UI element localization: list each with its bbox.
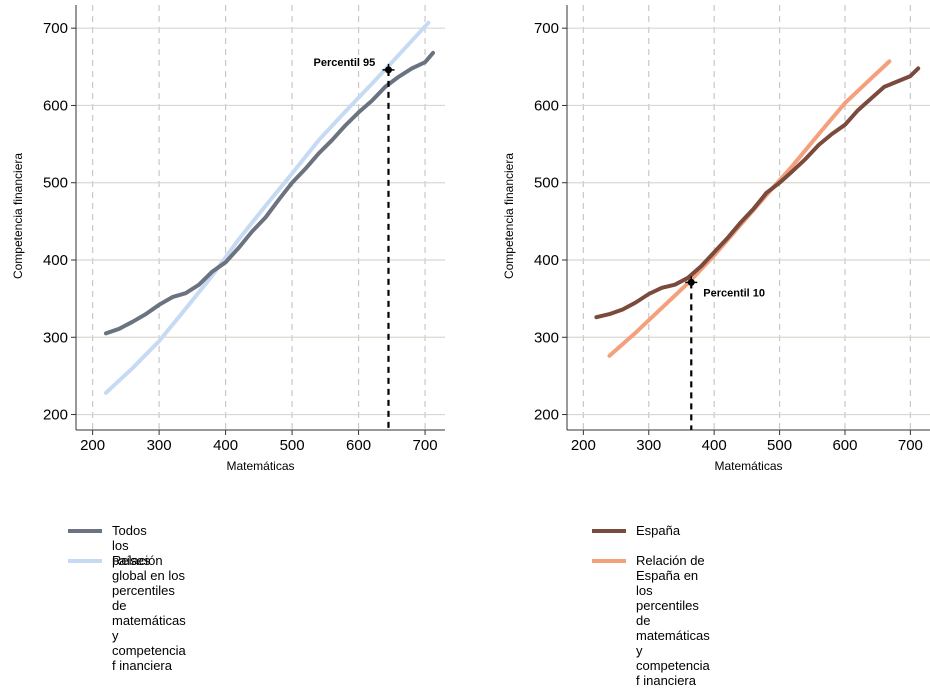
x-tick-label: 600 — [346, 437, 371, 454]
series-line-global — [103, 20, 431, 395]
y-tick-label: 300 — [534, 329, 559, 346]
x-axis-title: Matemáticas — [226, 459, 294, 473]
x-tick-label: 400 — [702, 437, 727, 454]
y-tick-label: 400 — [43, 252, 68, 269]
figure: 200 300 400 500 600 700 200 300 400 500 600 700 Mate… — [11, 5, 930, 473]
y-tick-label: 400 — [534, 252, 559, 269]
series-line-todos — [103, 50, 435, 336]
chart-right-panel: 200 300 400 500 600 700 200 300 400 500 600 700 Mate… — [502, 5, 930, 473]
y-axis-title: Competencia financiera — [11, 153, 25, 279]
x-axis-title: Matemáticas — [714, 459, 782, 473]
y-tick-label: 600 — [534, 97, 559, 114]
x-tick-label: 500 — [280, 437, 305, 454]
x-tick-label: 300 — [636, 437, 661, 454]
legend-swatch-global — [68, 559, 102, 563]
x-tick-label: 200 — [571, 437, 596, 454]
y-tick-label: 600 — [43, 97, 68, 114]
annotation-label: Percentil 10 — [703, 287, 765, 299]
y-tick-label: 500 — [534, 175, 559, 192]
x-tick-label: 700 — [413, 437, 438, 454]
y-tick-label: 700 — [43, 20, 68, 37]
y-tick-label: 700 — [534, 20, 559, 37]
x-tick-label: 300 — [147, 437, 172, 454]
legend-label-global: Relación global en los percentiles de ma… — [112, 553, 186, 673]
legend-swatch-todos — [68, 529, 102, 533]
y-axis-title: Competencia financiera — [502, 153, 516, 279]
legend-label-espana-rel: Relación de España en los percentiles de… — [636, 553, 710, 688]
legend-label-todos: Todos los países — [112, 523, 151, 568]
legend-swatch-espana-rel — [592, 559, 626, 563]
x-tick-label: 200 — [80, 437, 105, 454]
x-tick-label: 500 — [767, 437, 792, 454]
series-line-espana — [594, 66, 921, 320]
x-tick-label: 700 — [898, 437, 923, 454]
y-tick-label: 300 — [43, 329, 68, 346]
annotation-label: Percentil 95 — [313, 57, 375, 69]
chart-left-panel: 200 300 400 500 600 700 200 300 400 500 600 700 Mate… — [11, 5, 445, 473]
y-tick-label: 200 — [43, 407, 68, 424]
y-tick-label: 200 — [534, 407, 559, 424]
x-tick-label: 400 — [213, 437, 238, 454]
legend-label-espana: España — [636, 523, 681, 538]
y-tick-label: 500 — [43, 175, 68, 192]
x-tick-label: 600 — [832, 437, 857, 454]
legend-swatch-espana — [592, 529, 626, 533]
